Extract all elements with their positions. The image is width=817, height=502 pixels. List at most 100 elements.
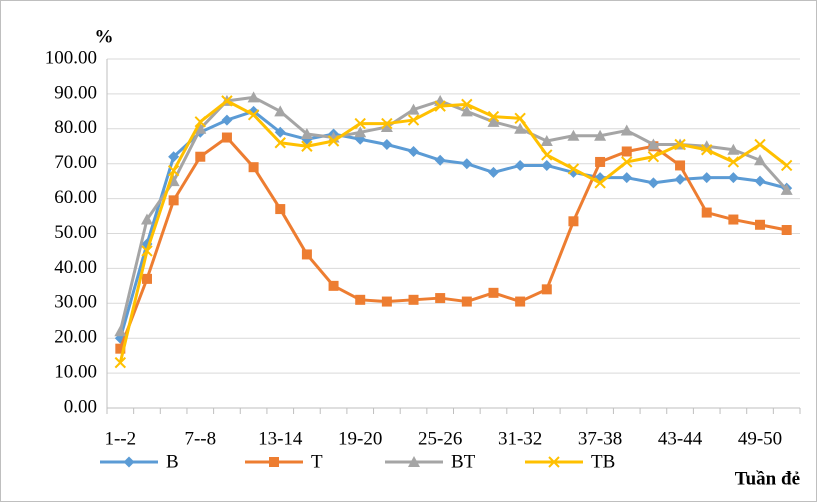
- marker: [780, 183, 793, 195]
- marker: [434, 100, 446, 112]
- marker: [487, 115, 500, 127]
- marker: [548, 456, 560, 468]
- marker: [728, 214, 739, 225]
- marker: [755, 219, 766, 230]
- marker: [168, 195, 179, 206]
- marker: [515, 296, 526, 307]
- marker: [514, 122, 527, 134]
- series-line: [118, 99, 788, 363]
- series: [115, 132, 792, 354]
- marker: [540, 135, 553, 147]
- marker: [407, 114, 420, 126]
- y-tick-label: 80.00: [54, 117, 97, 138]
- marker: [300, 128, 313, 140]
- y-tick-label: 70.00: [54, 152, 97, 173]
- marker: [274, 105, 287, 117]
- marker: [594, 177, 606, 189]
- marker: [701, 144, 713, 156]
- x-tick-label: 49-50: [738, 428, 782, 449]
- marker: [408, 456, 420, 467]
- marker: [541, 149, 553, 161]
- x-tick-label: 7--8: [184, 428, 216, 449]
- y-tick-label: 0.00: [64, 396, 97, 417]
- marker: [221, 132, 232, 143]
- marker: [594, 129, 607, 141]
- marker: [487, 110, 500, 123]
- marker: [621, 172, 633, 184]
- marker: [221, 95, 233, 107]
- marker: [354, 126, 367, 138]
- marker: [568, 216, 579, 227]
- x-tick-label: 43-44: [658, 428, 703, 449]
- marker: [460, 105, 473, 117]
- marker: [461, 296, 472, 307]
- marker: [274, 126, 286, 138]
- marker: [381, 296, 392, 307]
- marker: [408, 294, 419, 305]
- marker: [248, 162, 259, 173]
- marker: [487, 166, 499, 178]
- marker: [754, 175, 766, 187]
- marker: [701, 207, 712, 218]
- marker: [354, 117, 366, 130]
- marker: [514, 159, 526, 171]
- marker: [247, 91, 260, 103]
- marker: [114, 325, 127, 337]
- marker: [780, 159, 793, 172]
- marker: [274, 137, 286, 149]
- marker: [620, 124, 633, 136]
- marker: [123, 456, 135, 468]
- x-tick-label: 1--2: [104, 428, 136, 449]
- marker: [115, 343, 126, 354]
- x-tick-label: 25-26: [418, 428, 462, 449]
- marker: [754, 154, 767, 166]
- marker: [195, 151, 206, 162]
- y-tick-label: 60.00: [54, 187, 97, 208]
- x-axis-label: Tuần đẻ: [735, 468, 800, 489]
- marker: [567, 163, 580, 175]
- marker: [194, 122, 207, 134]
- marker: [727, 156, 740, 168]
- legend-label: T: [311, 451, 323, 472]
- x-tick-label: 31-32: [498, 428, 542, 449]
- marker: [434, 154, 446, 166]
- marker: [221, 114, 233, 126]
- y-tick-label: 20.00: [54, 327, 97, 348]
- marker: [381, 139, 393, 151]
- marker: [167, 164, 180, 177]
- y-tick-label: 50.00: [54, 222, 97, 243]
- series: [114, 95, 793, 369]
- marker: [754, 138, 766, 151]
- marker: [621, 156, 633, 168]
- marker: [407, 103, 420, 115]
- marker: [269, 457, 279, 467]
- x-tick-label: 13-14: [258, 428, 303, 449]
- marker: [194, 116, 206, 128]
- marker: [461, 98, 473, 111]
- legend-label: B: [166, 451, 179, 472]
- marker: [461, 158, 473, 170]
- legend-label: TB: [591, 451, 615, 472]
- marker: [674, 138, 686, 151]
- marker: [327, 135, 340, 147]
- marker: [674, 173, 686, 185]
- x-tick-label: 19-20: [338, 428, 382, 449]
- marker: [247, 109, 260, 121]
- marker: [488, 287, 499, 298]
- marker: [621, 146, 632, 157]
- y-tick-label: 90.00: [54, 82, 97, 103]
- marker: [328, 280, 339, 291]
- marker: [701, 172, 713, 184]
- y-tick-label: 40.00: [54, 257, 97, 278]
- y-unit-label: %: [95, 26, 114, 47]
- marker: [301, 140, 313, 152]
- series: [114, 105, 793, 344]
- marker: [380, 121, 393, 133]
- marker: [141, 273, 152, 284]
- marker: [647, 177, 659, 189]
- marker: [727, 143, 740, 155]
- marker: [141, 245, 153, 257]
